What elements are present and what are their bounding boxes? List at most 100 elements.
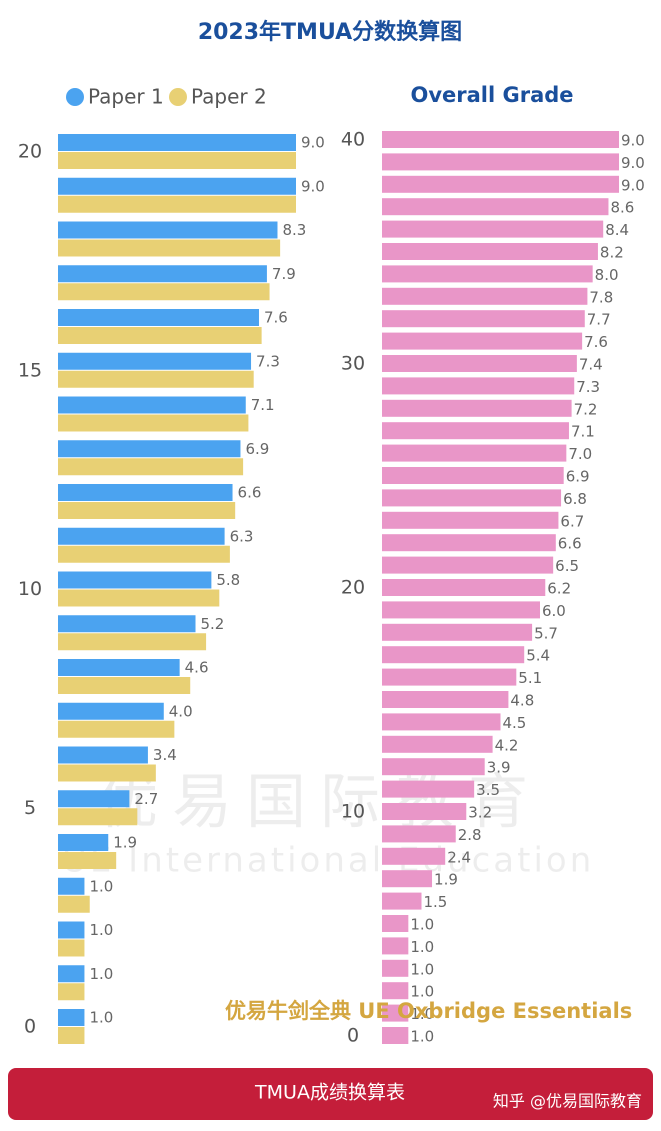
bar: [382, 422, 569, 440]
value-label: 1.0: [89, 1009, 113, 1027]
value-label: 6.7: [560, 512, 584, 530]
value-label: 7.6: [264, 309, 288, 327]
value-label: 2.7: [134, 790, 158, 808]
bar: [58, 177, 296, 195]
y-tick-label: 10: [341, 801, 365, 823]
bar: [58, 396, 246, 414]
brand: 优易牛剑全典 UE Oxbridge Essentials: [225, 999, 632, 1023]
legend-swatch: [66, 88, 84, 106]
bar: [382, 175, 619, 193]
legend-swatch: [169, 88, 187, 106]
value-label: 5.2: [201, 615, 225, 633]
value-label: 6.3: [230, 527, 254, 545]
bar: [382, 556, 554, 574]
bar: [58, 545, 230, 563]
panel-title: Overall Grade: [410, 83, 573, 107]
value-label: 5.8: [216, 571, 240, 589]
value-label: 6.6: [238, 484, 262, 502]
value-label: 6.6: [558, 535, 582, 553]
bar: [382, 915, 409, 932]
bar: [382, 758, 485, 776]
value-label: 2.8: [458, 826, 482, 844]
value-label: 3.2: [468, 804, 492, 822]
bar: [382, 198, 609, 216]
bar: [382, 780, 475, 798]
bar: [58, 895, 90, 913]
bar: [382, 265, 593, 283]
bar: [58, 764, 156, 782]
y-tick-label: 40: [341, 129, 365, 151]
bar: [58, 921, 85, 939]
value-label: 1.0: [410, 983, 434, 1001]
value-label: 1.0: [410, 1005, 434, 1023]
bar: [382, 511, 559, 529]
watermark: 优易国际教育: [98, 768, 542, 838]
value-label: 7.2: [574, 400, 598, 418]
bar: [382, 534, 556, 552]
value-label: 1.9: [113, 834, 137, 852]
bar: [58, 484, 233, 501]
bar: [58, 458, 244, 476]
bar: [58, 720, 175, 738]
value-label: 1.9: [434, 871, 458, 889]
bar: [382, 646, 525, 664]
bar: [58, 852, 117, 869]
value-label: 7.8: [589, 288, 613, 306]
value-label: 7.0: [568, 445, 592, 463]
value-label: 6.5: [555, 557, 579, 575]
value-label: 1.0: [410, 938, 434, 956]
bar: [382, 937, 409, 955]
value-label: 3.5: [476, 781, 500, 799]
bar: [58, 414, 249, 432]
bar: [58, 877, 85, 895]
bar: [58, 633, 207, 651]
bar: [58, 659, 180, 676]
value-label: 8.0: [595, 266, 619, 284]
bar: [58, 615, 196, 633]
footer-credit: 知乎 @优易国际教育: [493, 1092, 642, 1111]
value-label: 1.5: [424, 893, 448, 911]
bar: [382, 399, 572, 417]
value-label: 5.7: [534, 624, 558, 642]
bar: [382, 1027, 409, 1044]
legend-label: Paper 2: [191, 85, 267, 109]
bar: [382, 243, 598, 260]
chart-title: 2023年TMUA分数换算图: [198, 19, 462, 45]
value-label: 6.9: [245, 440, 269, 458]
value-label: 4.8: [510, 692, 534, 710]
value-label: 7.3: [256, 352, 280, 370]
bar: [382, 131, 619, 148]
y-tick-label: 20: [18, 141, 42, 163]
bar: [58, 352, 252, 370]
bar: [58, 939, 85, 957]
bar: [382, 287, 588, 305]
value-label: 4.5: [503, 714, 527, 732]
bar: [58, 746, 148, 764]
bar: [58, 327, 262, 344]
bar: [382, 870, 433, 888]
value-label: 6.2: [547, 580, 571, 598]
bar: [382, 803, 467, 820]
value-label: 1.0: [410, 916, 434, 934]
value-label: 9.0: [621, 154, 645, 172]
bar: [58, 702, 164, 720]
value-label: 7.3: [576, 378, 600, 396]
bar: [382, 332, 583, 350]
bar: [58, 195, 296, 213]
watermark: UE International Education: [62, 841, 594, 881]
value-label: 1.0: [89, 877, 113, 895]
bar: [58, 790, 130, 808]
bar: [58, 965, 85, 983]
bar: [382, 691, 509, 708]
y-tick-label: 30: [341, 353, 365, 375]
value-label: 8.3: [282, 221, 306, 239]
value-label: 9.0: [621, 176, 645, 194]
bar: [382, 735, 493, 753]
bar: [382, 668, 517, 686]
bar: [58, 527, 225, 545]
bar: [382, 444, 567, 462]
bar: [382, 310, 585, 328]
bar: [58, 221, 278, 239]
value-label: 8.6: [610, 199, 634, 217]
